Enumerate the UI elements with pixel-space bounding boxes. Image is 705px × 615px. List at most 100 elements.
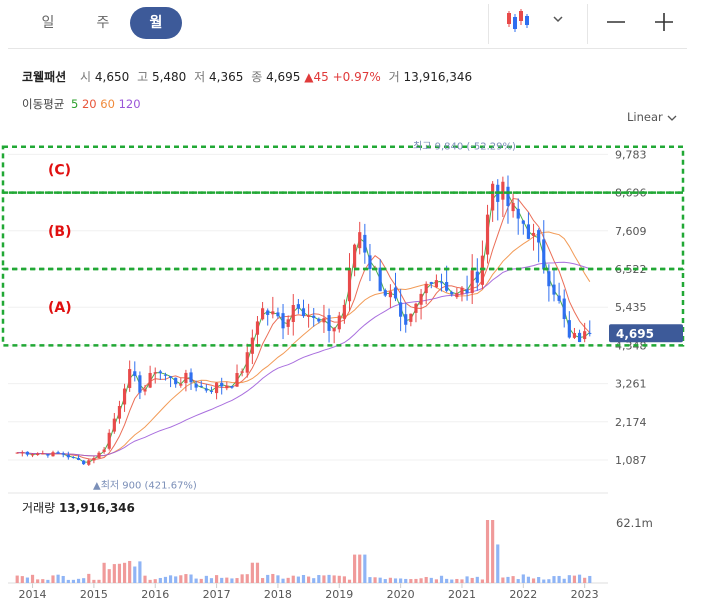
volume-bar — [588, 575, 592, 583]
candle-body — [511, 202, 515, 212]
volume-bar — [281, 578, 285, 583]
volume-bar — [51, 575, 55, 583]
candle-body — [225, 385, 229, 389]
candle-body — [25, 451, 30, 455]
volume-panel-title: 거래량 — [22, 501, 56, 515]
ma-5[interactable]: 5 — [70, 97, 79, 111]
moving-average-legend: 이동평균 5 20 60 120 — [22, 96, 141, 112]
candle-body — [255, 321, 260, 335]
min-price-marker: ▲최저 900 (421.67%) — [93, 480, 197, 492]
candle-body — [179, 384, 183, 386]
ma-label: 이동평균 — [22, 97, 65, 111]
candle-body — [36, 453, 40, 456]
candle-body — [317, 318, 321, 322]
volume-bar — [61, 575, 65, 583]
volume-bar — [501, 577, 505, 583]
volume-bar — [388, 577, 392, 583]
candle-body — [71, 457, 76, 459]
divider — [587, 4, 588, 44]
volume-bar — [184, 574, 188, 583]
volume-bar — [296, 576, 300, 583]
scale-toggle[interactable]: Linear — [627, 110, 678, 124]
x-tick-label: 2015 — [80, 588, 108, 601]
candle-body — [133, 371, 137, 377]
ma-20[interactable]: 20 — [81, 97, 97, 111]
chart-type-button[interactable] — [500, 0, 580, 48]
candle-body — [547, 271, 551, 287]
volume-bar — [107, 569, 111, 583]
volume-bar — [209, 578, 214, 583]
volume-bar — [25, 577, 30, 583]
current-price-label: 4,695 — [616, 327, 654, 341]
annotation-box — [1, 267, 685, 347]
volume-bar — [189, 574, 193, 583]
volume-bar — [332, 575, 336, 583]
candle-body — [194, 383, 198, 388]
ma-120[interactable]: 120 — [118, 97, 141, 111]
candle-body — [148, 372, 152, 388]
candle-body — [271, 311, 275, 315]
candle-body — [342, 304, 346, 319]
volume-bar — [71, 579, 76, 583]
volume-bar — [194, 578, 198, 583]
zoom-in-button[interactable] — [648, 0, 678, 48]
zoom-out-button[interactable] — [600, 0, 630, 48]
y-tick-label: 2,174 — [615, 416, 647, 429]
annotation-boxes: (C) (B) (A) — [1, 145, 685, 347]
x-tick-label: 2018 — [264, 588, 292, 601]
candle-body — [480, 255, 485, 285]
candle-body — [562, 298, 566, 320]
candle-body — [76, 458, 81, 460]
tab-month[interactable]: 월 — [130, 7, 182, 39]
close-value: 4,695 — [266, 70, 301, 84]
open-value: 4,650 — [94, 70, 130, 84]
volume-bar — [15, 575, 19, 583]
volume-bar — [526, 576, 531, 583]
volume-bar — [87, 573, 91, 583]
grid-lines — [8, 153, 608, 461]
candle-body — [138, 375, 142, 393]
candle-body — [583, 331, 587, 340]
tab-week[interactable]: 주 — [96, 15, 110, 31]
volume-bar — [291, 575, 295, 583]
candle-body — [445, 282, 449, 291]
volume-bar — [577, 574, 582, 583]
volume-bar — [199, 578, 203, 583]
volume-bar — [235, 578, 239, 583]
x-tick-label: 2019 — [325, 588, 353, 601]
volume-bar — [46, 579, 50, 583]
x-tick-label: 2014 — [19, 588, 47, 601]
candle-body — [414, 303, 418, 313]
volume-bar — [66, 579, 70, 583]
candle-body — [158, 371, 162, 374]
candle-body — [393, 287, 398, 299]
tab-day[interactable]: 일 — [41, 15, 55, 31]
candle-body — [424, 283, 428, 294]
volume-bar — [174, 576, 178, 583]
candle-body — [97, 452, 101, 458]
volume-bar — [102, 562, 106, 583]
candle-body — [450, 292, 454, 295]
candle-body — [30, 454, 35, 456]
candle-body — [388, 291, 392, 298]
candle-body — [82, 460, 86, 465]
x-tick-label: 2016 — [141, 588, 169, 601]
candle-body — [168, 376, 173, 378]
candle-body — [399, 302, 403, 317]
volume-bar — [562, 578, 566, 583]
volume-bar — [36, 579, 40, 583]
volume-bar — [450, 579, 454, 583]
volume-bar — [547, 579, 551, 583]
candle-body — [542, 239, 546, 270]
stock-name: 코웰패션 — [22, 70, 67, 84]
ma-60[interactable]: 60 — [100, 97, 115, 111]
divider — [488, 4, 489, 44]
change-percent: +0.97% — [332, 70, 381, 84]
annotation-box — [1, 145, 685, 194]
candle-body — [368, 255, 372, 269]
candle-body — [281, 313, 285, 329]
high-value: 5,480 — [151, 70, 187, 84]
plus-icon — [655, 13, 673, 31]
volume-label: 거 — [388, 70, 400, 84]
